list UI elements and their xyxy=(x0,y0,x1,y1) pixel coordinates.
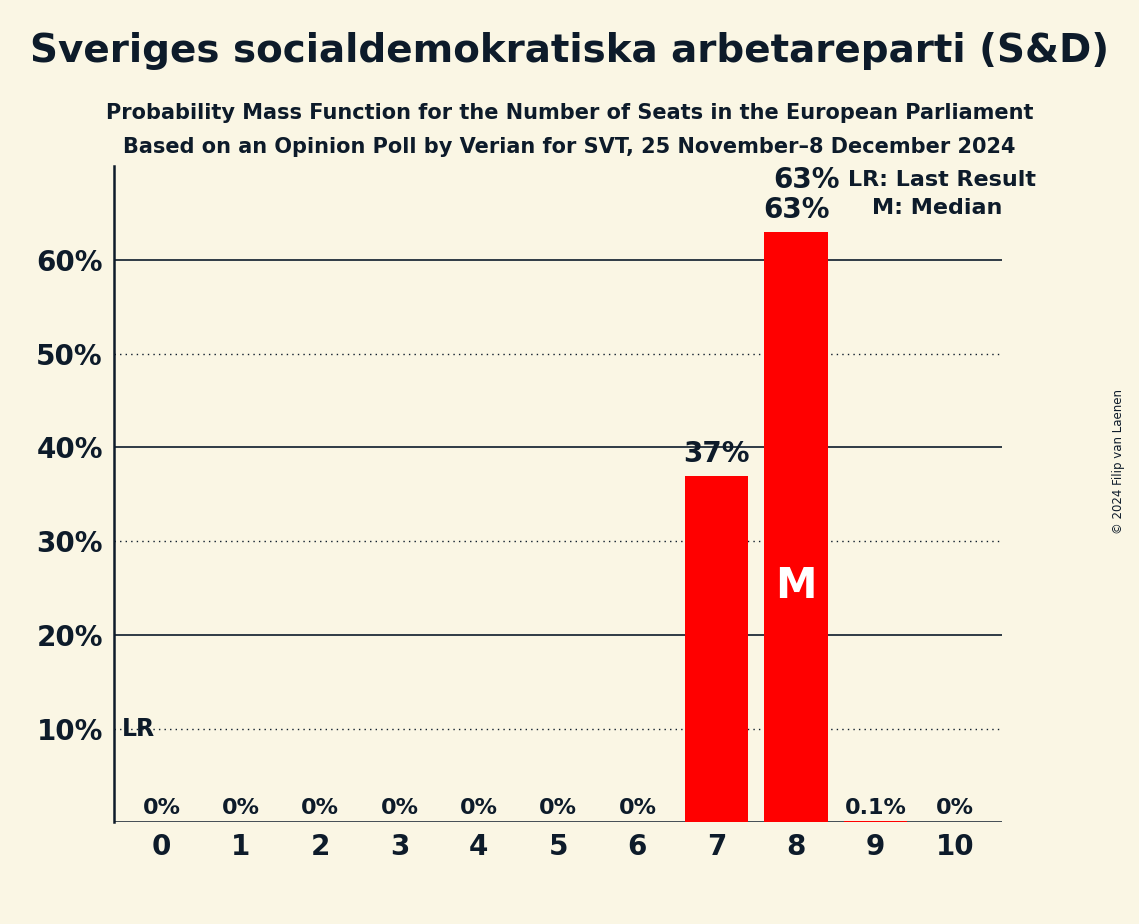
Bar xyxy=(844,821,907,822)
Text: 0%: 0% xyxy=(301,797,339,818)
Text: 0%: 0% xyxy=(222,797,260,818)
Text: Probability Mass Function for the Number of Seats in the European Parliament: Probability Mass Function for the Number… xyxy=(106,103,1033,124)
Bar xyxy=(685,476,748,822)
Text: 37%: 37% xyxy=(683,440,749,468)
Text: LR: Last Result: LR: Last Result xyxy=(847,170,1035,190)
Text: Sveriges socialdemokratiska arbetareparti (S&D): Sveriges socialdemokratiska arbetarepart… xyxy=(30,32,1109,70)
Text: Based on an Opinion Poll by Verian for SVT, 25 November–8 December 2024: Based on an Opinion Poll by Verian for S… xyxy=(123,137,1016,157)
Text: 0%: 0% xyxy=(460,797,498,818)
Text: © 2024 Filip van Laenen: © 2024 Filip van Laenen xyxy=(1112,390,1125,534)
Text: 63%: 63% xyxy=(773,166,839,194)
Text: 63%: 63% xyxy=(763,197,829,225)
Text: LR: LR xyxy=(122,717,155,741)
Bar xyxy=(764,232,828,822)
Text: 0%: 0% xyxy=(936,797,974,818)
Text: 0%: 0% xyxy=(539,797,577,818)
Text: M: Median: M: Median xyxy=(872,199,1002,218)
Text: 0%: 0% xyxy=(618,797,656,818)
Text: 0%: 0% xyxy=(380,797,418,818)
Text: 0.1%: 0.1% xyxy=(844,797,907,818)
Text: M: M xyxy=(776,565,817,607)
Text: 0%: 0% xyxy=(142,797,180,818)
